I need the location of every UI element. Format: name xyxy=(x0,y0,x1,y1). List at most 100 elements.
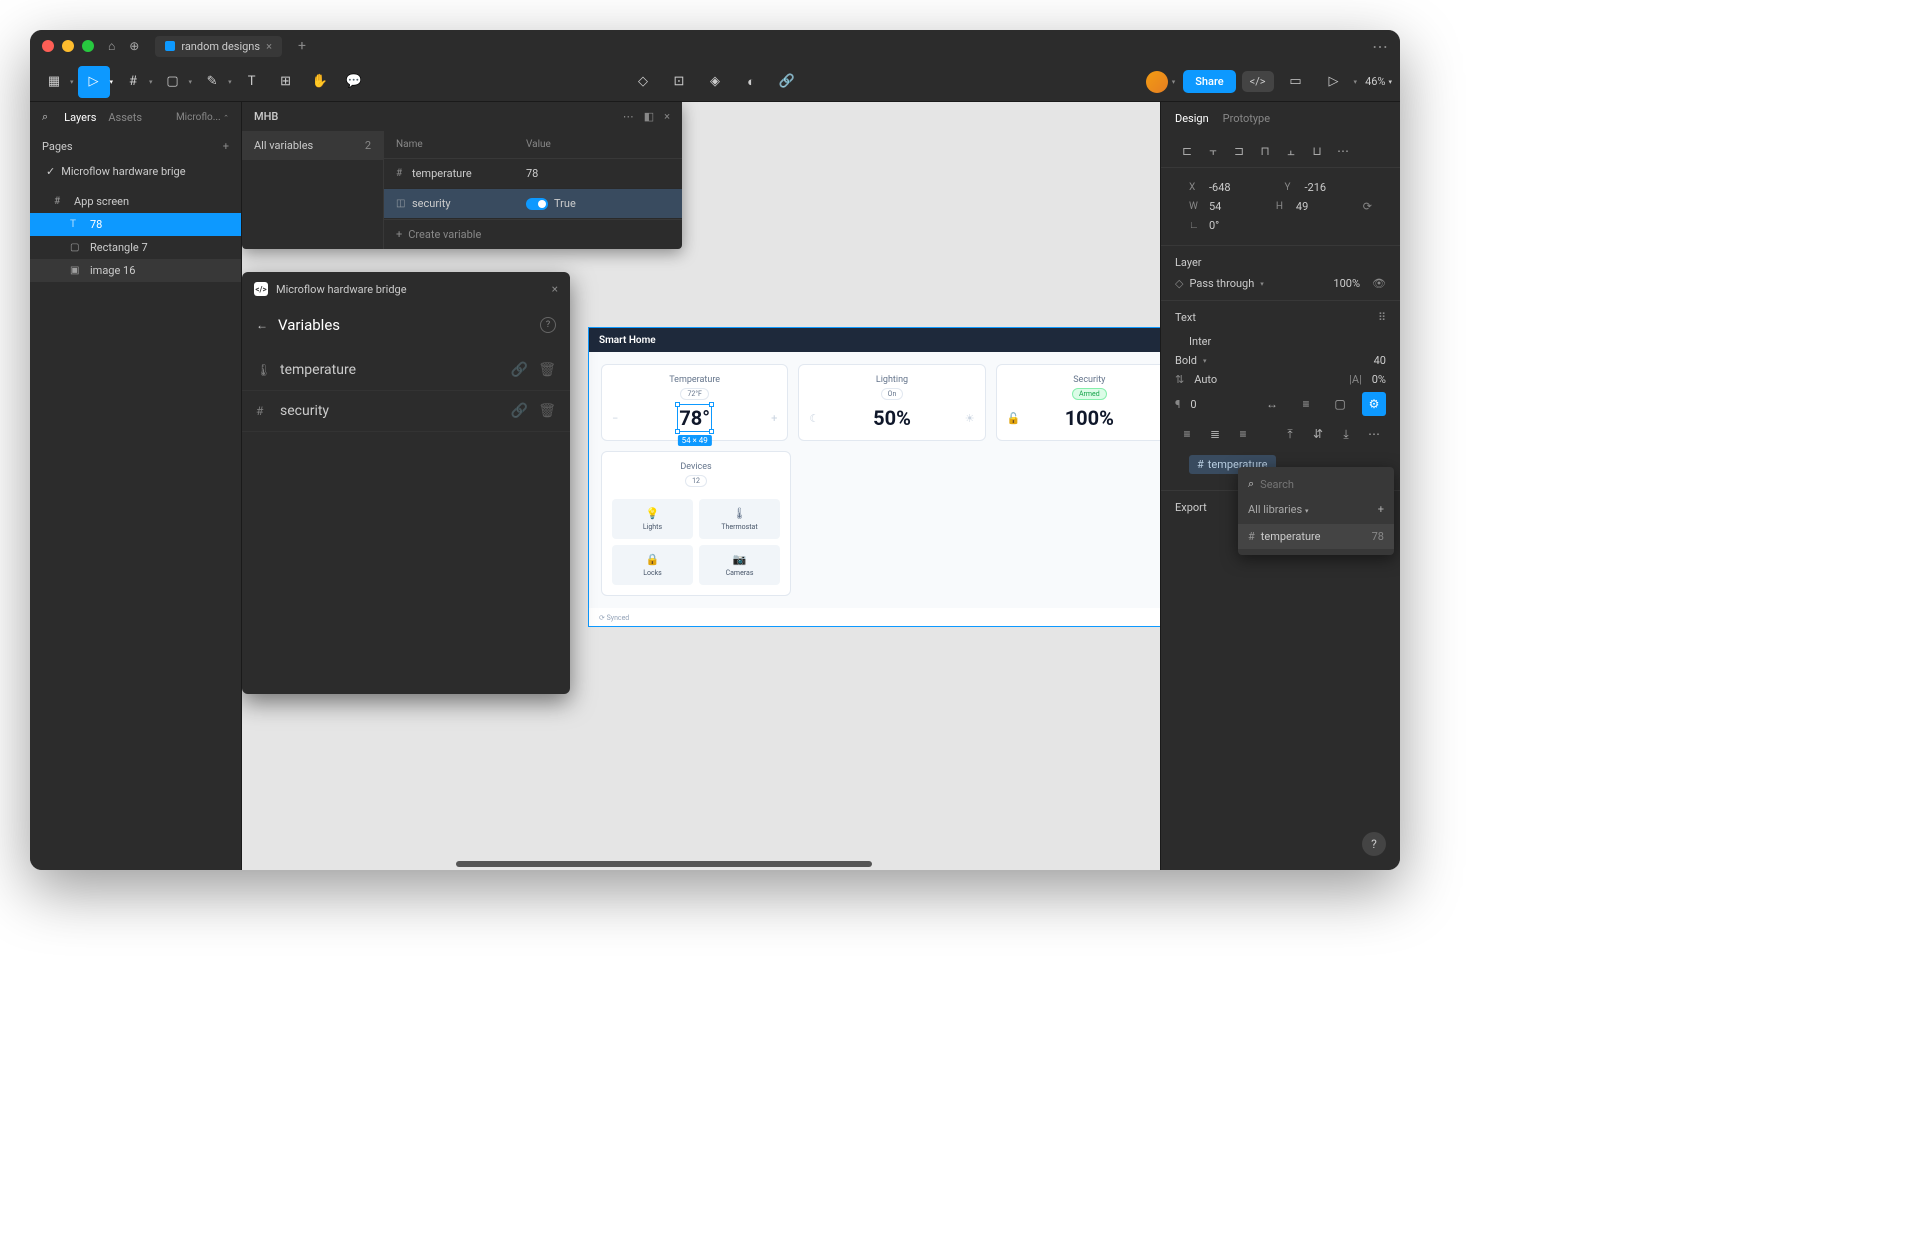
text-align-right-icon[interactable]: ≡ xyxy=(1231,422,1255,446)
device-cameras[interactable]: 📷Cameras xyxy=(699,545,780,585)
design-tab[interactable]: Design xyxy=(1175,112,1209,125)
sun-icon[interactable]: ☀ xyxy=(965,412,975,425)
layers-tab[interactable]: Layers xyxy=(64,111,96,124)
share-button[interactable]: Share xyxy=(1183,70,1235,93)
variables-close-icon[interactable]: × xyxy=(664,110,670,123)
moon-icon[interactable]: ☾ xyxy=(809,412,819,425)
page-dropdown[interactable]: Microflo... ⌃ xyxy=(176,112,229,123)
text-align-center-icon[interactable]: ≣ xyxy=(1203,422,1227,446)
w-input[interactable]: 54 xyxy=(1209,200,1221,213)
distribute-icon[interactable]: ⋯ xyxy=(1331,139,1355,163)
auto-height-icon[interactable]: ≡ xyxy=(1294,392,1318,416)
present-button[interactable]: ▷ xyxy=(1318,66,1350,98)
variables-sidebar-icon[interactable]: ◧ xyxy=(644,110,654,123)
text-settings-button[interactable]: ⚙ xyxy=(1362,392,1386,416)
h-input[interactable]: 49 xyxy=(1296,200,1308,213)
font-size[interactable]: 40 xyxy=(1374,354,1386,367)
layer-rectangle[interactable]: ▢ Rectangle 7 xyxy=(30,236,241,259)
text-align-top-icon[interactable]: ⤒ xyxy=(1278,422,1302,446)
align-v-center-icon[interactable]: ⫠ xyxy=(1279,139,1303,163)
variable-search-input[interactable] xyxy=(1260,478,1384,491)
text-align-left-icon[interactable]: ≡ xyxy=(1175,422,1199,446)
layer-image[interactable]: ▣ image 16 xyxy=(30,259,241,282)
hand-tool[interactable]: ✋ xyxy=(304,66,336,98)
add-page-button[interactable]: + xyxy=(223,140,229,153)
search-icon[interactable]: ⌕ xyxy=(42,110,48,124)
font-family[interactable]: Inter xyxy=(1189,335,1211,348)
layer-frame[interactable]: # App screen xyxy=(30,190,241,213)
component-tool[interactable]: ◇ xyxy=(627,66,659,98)
blend-mode[interactable]: Pass through xyxy=(1189,277,1254,290)
letter-spacing[interactable]: 0% xyxy=(1372,373,1386,386)
text-align-bottom-icon[interactable]: ⤓ xyxy=(1334,422,1358,446)
text-tool[interactable]: T xyxy=(236,66,268,98)
link-icon[interactable]: 🔗 xyxy=(511,403,528,419)
mf-var-security[interactable]: # security 🔗 🗑 xyxy=(242,391,570,432)
prototype-tab[interactable]: Prototype xyxy=(1223,112,1270,125)
comment-tool[interactable]: 💬 xyxy=(338,66,370,98)
frame-tool[interactable]: # xyxy=(117,66,149,98)
main-menu-button[interactable]: ▦ xyxy=(38,66,70,98)
assets-tab[interactable]: Assets xyxy=(108,111,142,124)
visibility-icon[interactable]: 👁 xyxy=(1372,277,1386,290)
delete-icon[interactable]: 🗑 xyxy=(538,362,556,378)
device-locks[interactable]: 🔒Locks xyxy=(612,545,693,585)
unlock-icon[interactable]: 🔓 xyxy=(1007,412,1021,425)
variables-more-icon[interactable]: ⋯ xyxy=(623,110,634,123)
pen-tool[interactable]: ✎ xyxy=(196,66,228,98)
home-icon[interactable]: ⌂ xyxy=(108,39,115,53)
device-thermostat[interactable]: 🌡Thermostat xyxy=(699,499,780,539)
library-icon[interactable]: ▭ xyxy=(1280,66,1312,98)
text-panel-more-icon[interactable]: ⠿ xyxy=(1378,311,1386,324)
close-tab-icon[interactable]: × xyxy=(266,40,272,53)
opacity-input[interactable]: 100% xyxy=(1333,277,1360,290)
fixed-size-icon[interactable]: ▢ xyxy=(1328,392,1352,416)
user-avatar[interactable] xyxy=(1146,71,1168,93)
font-weight[interactable]: Bold xyxy=(1175,354,1197,367)
move-tool[interactable]: ▷ xyxy=(78,66,110,98)
link-icon[interactable]: 🔗 xyxy=(511,362,528,378)
dark-mode-icon[interactable]: ◐ xyxy=(735,66,767,98)
var-collection-item[interactable]: All variables 2 xyxy=(242,131,383,160)
align-h-center-icon[interactable]: ⫟ xyxy=(1201,139,1225,163)
var-row-temperature[interactable]: #temperature 78 xyxy=(384,159,682,189)
create-variable-button[interactable]: + Create variable xyxy=(384,219,682,249)
zoom-control[interactable]: 46%▾ xyxy=(1365,75,1392,88)
microflow-close-icon[interactable]: × xyxy=(552,282,558,296)
community-icon[interactable]: ⊕ xyxy=(129,39,139,53)
var-suggestion-temperature[interactable]: # temperature 78 xyxy=(1238,524,1394,549)
new-tab-button[interactable]: + xyxy=(298,38,306,54)
align-bottom-icon[interactable]: ⊔ xyxy=(1305,139,1329,163)
add-library-icon[interactable]: + xyxy=(1378,503,1384,516)
shape-tool[interactable]: ▢ xyxy=(157,66,189,98)
mf-var-temperature[interactable]: 🌡 temperature 🔗 🗑 xyxy=(242,350,570,391)
help-fab[interactable]: ? xyxy=(1362,832,1386,856)
paragraph-spacing[interactable]: 0 xyxy=(1190,398,1196,411)
page-item[interactable]: ✓ Microflow hardware brige xyxy=(42,161,229,182)
resources-tool[interactable]: ⊞ xyxy=(270,66,302,98)
x-input[interactable]: -648 xyxy=(1209,181,1231,194)
mask-tool[interactable]: ⊡ xyxy=(663,66,695,98)
auto-width-icon[interactable]: ↔ xyxy=(1260,392,1284,416)
library-selector[interactable]: All libraries ▾ + xyxy=(1238,495,1394,524)
dev-mode-button[interactable]: </> xyxy=(1242,71,1274,92)
rotation-input[interactable]: 0° xyxy=(1209,219,1219,232)
back-icon[interactable]: ← xyxy=(256,318,268,332)
text-align-middle-icon[interactable]: ⇵ xyxy=(1306,422,1330,446)
artboard-app-screen[interactable]: Smart Home Temperature 72°F − 78° xyxy=(588,327,1160,627)
align-right-icon[interactable]: ⊐ xyxy=(1227,139,1251,163)
link-tool[interactable]: 🔗 xyxy=(771,66,803,98)
y-input[interactable]: -216 xyxy=(1305,181,1327,194)
titlebar-more-icon[interactable]: ⋯ xyxy=(1372,37,1388,56)
horizontal-scrollbar[interactable] xyxy=(454,860,912,868)
align-left-icon[interactable]: ⊏ xyxy=(1175,139,1199,163)
temperature-value[interactable]: 78° xyxy=(679,406,710,430)
boolean-tool[interactable]: ◈ xyxy=(699,66,731,98)
maximize-window-button[interactable] xyxy=(82,40,94,52)
align-top-icon[interactable]: ⊓ xyxy=(1253,139,1277,163)
line-height[interactable]: Auto xyxy=(1194,373,1217,386)
help-icon[interactable]: ? xyxy=(540,317,556,333)
toggle-on-icon[interactable] xyxy=(526,198,548,210)
plus-icon[interactable]: + xyxy=(771,412,777,425)
device-lights[interactable]: 💡Lights xyxy=(612,499,693,539)
